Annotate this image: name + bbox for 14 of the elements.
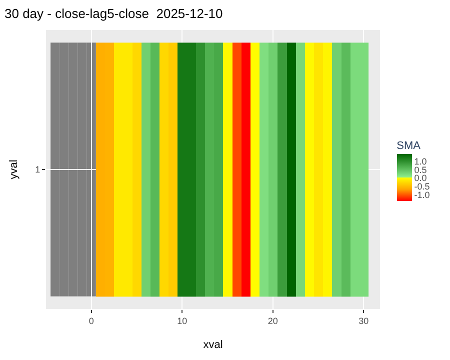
y-axis-title: yval: [8, 160, 20, 180]
chart-title: 30 day - close-lag5-close 2025-12-10: [4, 6, 223, 22]
color-bar-title: SMA: [396, 140, 422, 152]
color-bar-label: 1.0: [414, 156, 427, 166]
x-tick-label: 30: [358, 316, 369, 326]
color-bar-label: -1.0: [414, 190, 430, 200]
x-tick-label: 0: [88, 316, 94, 326]
color-bar-label: -0.5: [414, 182, 430, 192]
x-tick-label: 10: [177, 316, 188, 326]
color-bar-label: 0.5: [414, 164, 427, 175]
x-axis-title: xval: [203, 339, 223, 351]
color-bar-label: 0.0: [414, 173, 427, 184]
y-tick-label: 1: [35, 164, 40, 175]
x-tick-label: 20: [268, 316, 278, 326]
